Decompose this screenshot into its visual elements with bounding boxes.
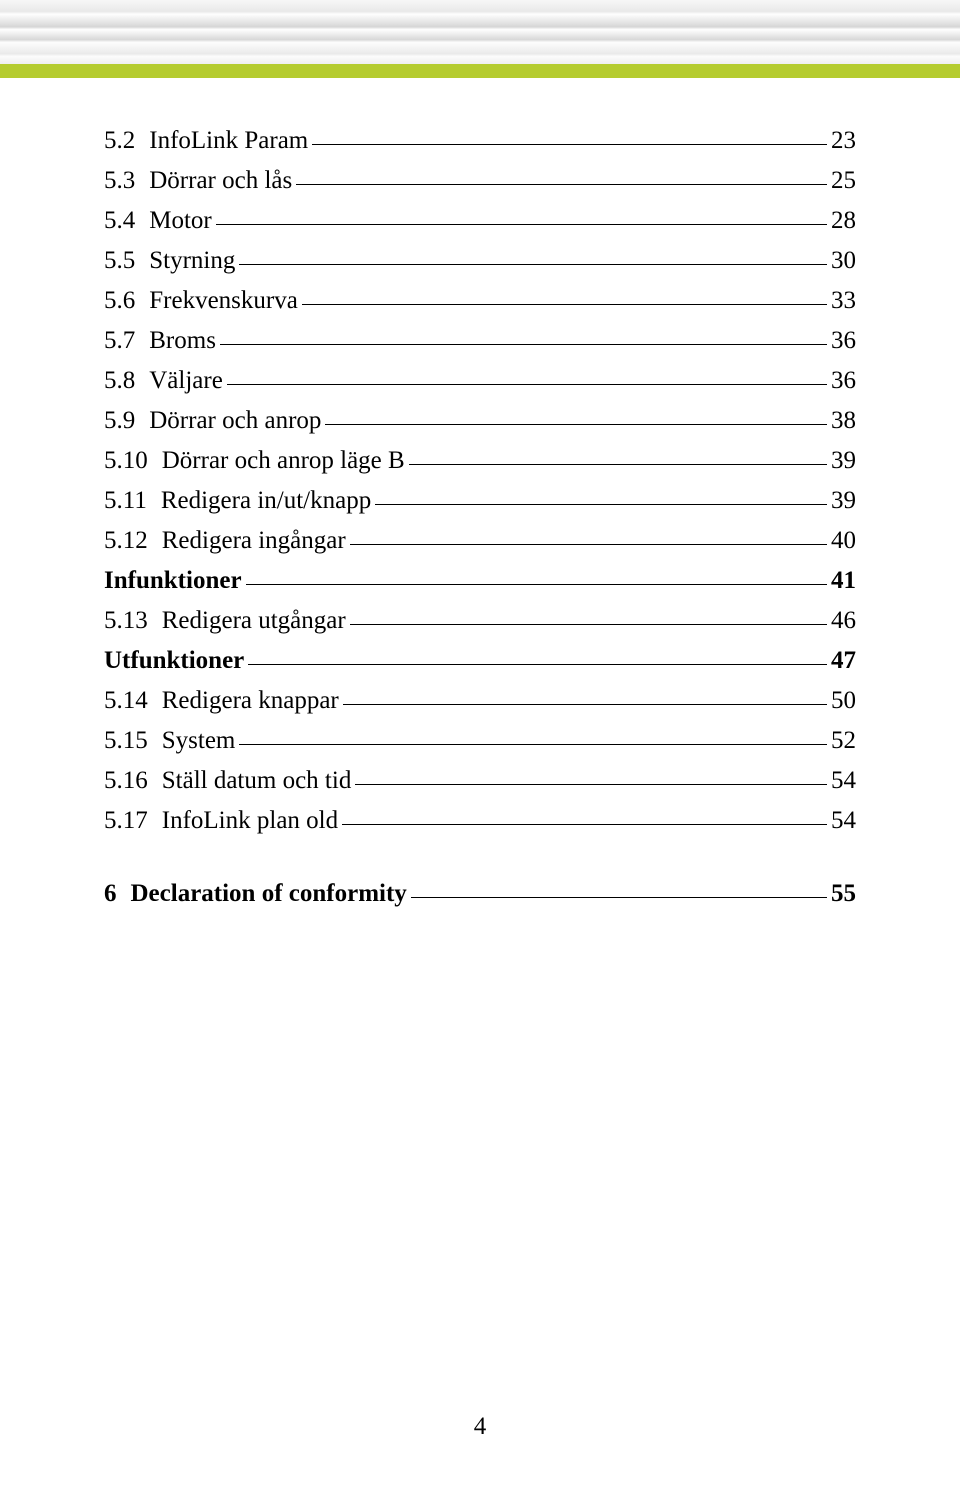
toc-entry-title: Dörrar och anrop: [149, 408, 321, 433]
toc-entry: 5.9 Dörrar och anrop 38: [104, 408, 856, 433]
toc-entry-page: 46: [831, 608, 856, 633]
toc-entry-title: System: [162, 728, 236, 753]
toc-entry-number: 5.16: [104, 768, 148, 793]
toc-entry-title: Declaration of conformity: [131, 881, 407, 906]
toc-entry-title: Väljare: [149, 368, 223, 393]
toc-entry-page: 47: [831, 648, 856, 673]
toc-entry: 5.4 Motor 28: [104, 208, 856, 233]
toc-entry-number: 5.15: [104, 728, 148, 753]
toc-entry: 6 Declaration of conformity 55: [104, 881, 856, 906]
toc-entry-title: Broms: [149, 328, 216, 353]
toc-entry: 5.16 Ställ datum och tid 54: [104, 768, 856, 793]
toc-entry: 5.8 Väljare 36: [104, 368, 856, 393]
toc-leader-line: [343, 704, 827, 705]
toc-entry: 5.12 Redigera ingångar 40: [104, 528, 856, 553]
toc-leader-line: [239, 744, 827, 745]
toc-leader-line: [296, 184, 827, 185]
toc-leader-line: [220, 344, 827, 345]
toc-leader-line: [302, 304, 827, 305]
toc-entry: 5.13 Redigera utgångar 46: [104, 608, 856, 633]
toc-entry-title: Redigera knappar: [162, 688, 339, 713]
table-of-contents: 5.2InfoLink Param235.3Dörrar och lås255.…: [104, 128, 856, 906]
toc-entry-page: 36: [831, 328, 856, 353]
toc-entry: 5.3 Dörrar och lås 25: [104, 168, 856, 193]
toc-entry-page: 39: [831, 448, 856, 473]
toc-leader-line: [350, 624, 827, 625]
toc-entry-number: 5.6: [104, 288, 135, 313]
toc-entry-number: 5.17: [104, 808, 148, 833]
toc-entry-number: 5.12: [104, 528, 148, 553]
toc-entry: 5.2 InfoLink Param 23: [104, 128, 856, 153]
toc-entry: 5.6 Frekvenskurva 33: [104, 288, 856, 313]
toc-leader-line: [411, 897, 827, 898]
toc-entry-title: Utfunktioner: [104, 648, 244, 673]
toc-entry-number: 5.8: [104, 368, 135, 393]
toc-entry-title: InfoLink Param: [149, 128, 308, 153]
toc-entry-page: 54: [831, 808, 856, 833]
toc-leader-line: [227, 384, 827, 385]
toc-entry-title: Redigera ingångar: [162, 528, 346, 553]
toc-entry-number: 5.10: [104, 448, 148, 473]
toc-entry-page: 54: [831, 768, 856, 793]
toc-entry: Utfunktioner 47: [104, 648, 856, 673]
toc-leader-line: [312, 144, 827, 145]
toc-entry-number: 5.4: [104, 208, 135, 233]
toc-leader-line: [239, 264, 827, 265]
toc-leader-line: [325, 424, 827, 425]
toc-entry-page: 41: [831, 568, 856, 593]
toc-entry: 5.10 Dörrar och anrop läge B 39: [104, 448, 856, 473]
toc-leader-line: [246, 584, 827, 585]
toc-entry-number: 5.2: [104, 128, 135, 153]
toc-entry: 5.11 Redigera in/ut/knapp 39: [104, 488, 856, 513]
toc-entry-page: 23: [831, 128, 856, 153]
toc-entry-title: Infunktioner: [104, 568, 242, 593]
toc-entry-number: 5.7: [104, 328, 135, 353]
toc-entry: 5.14 Redigera knappar 50: [104, 688, 856, 713]
toc-entry-title: Styrning: [149, 248, 235, 273]
toc-leader-line: [350, 544, 827, 545]
toc-entry-number: 5.3: [104, 168, 135, 193]
toc-entry-title: Frekvenskurva: [149, 288, 298, 313]
toc-leader-line: [216, 224, 827, 225]
toc-entry-title: InfoLink plan old: [162, 808, 338, 833]
page-body: 5.2InfoLink Param235.3Dörrar och lås255.…: [0, 78, 960, 906]
toc-entry-page: 39: [831, 488, 856, 513]
toc-entry-number: 5.11: [104, 488, 147, 513]
toc-entry-page: 28: [831, 208, 856, 233]
toc-entry-title: Ställ datum och tid: [162, 768, 352, 793]
toc-entry-title: Redigera in/ut/knapp: [161, 488, 371, 513]
toc-entry-page: 33: [831, 288, 856, 313]
toc-entry-page: 40: [831, 528, 856, 553]
toc-entry: Infunktioner 41: [104, 568, 856, 593]
footer-page-number: 4: [0, 1413, 960, 1441]
toc-leader-line: [355, 784, 827, 785]
toc-leader-line: [248, 664, 827, 665]
toc-entry-page: 36: [831, 368, 856, 393]
toc-leader-line: [375, 504, 827, 505]
header-accent-bar: [0, 64, 960, 78]
toc-entry-number: 5.9: [104, 408, 135, 433]
toc-entry-page: 25: [831, 168, 856, 193]
toc-entry-number: 5.13: [104, 608, 148, 633]
toc-leader-line: [409, 464, 827, 465]
toc-entry: 5.15 System 52: [104, 728, 856, 753]
toc-entry-title: Motor: [149, 208, 212, 233]
toc-entry-title: Dörrar och lås: [149, 168, 292, 193]
toc-entry: 5.7 Broms 36: [104, 328, 856, 353]
toc-entry-number: 6: [104, 881, 117, 906]
toc-entry-page: 55: [831, 881, 856, 906]
toc-entry-title: Dörrar och anrop läge B: [162, 448, 405, 473]
toc-entry-page: 50: [831, 688, 856, 713]
header-sheen: [0, 0, 960, 64]
toc-entry-page: 38: [831, 408, 856, 433]
toc-entry-page: 30: [831, 248, 856, 273]
toc-leader-line: [342, 824, 827, 825]
toc-entry: 5.5 Styrning 30: [104, 248, 856, 273]
toc-entry-title: Redigera utgångar: [162, 608, 346, 633]
toc-entry: 5.17 InfoLink plan old 54: [104, 808, 856, 833]
toc-entry-page: 52: [831, 728, 856, 753]
toc-entry-number: 5.14: [104, 688, 148, 713]
toc-entry-number: 5.5: [104, 248, 135, 273]
